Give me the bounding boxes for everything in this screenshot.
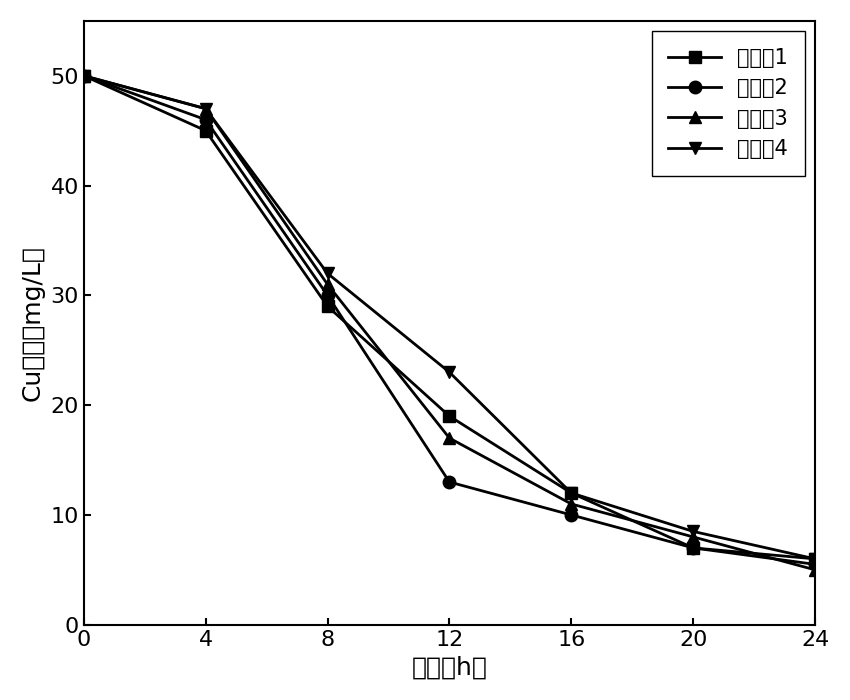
实施例2: [79, 71, 89, 80]
实施例1: [688, 544, 698, 552]
实施例1: [322, 302, 332, 311]
实施例2: [810, 560, 820, 568]
实施例4: [688, 527, 698, 536]
实施例4: [322, 270, 332, 278]
实施例3: [566, 500, 576, 508]
Line: 实施例2: 实施例2: [77, 69, 821, 570]
实施例2: [688, 544, 698, 552]
Line: 实施例3: 实施例3: [77, 69, 821, 576]
Line: 实施例1: 实施例1: [77, 69, 821, 565]
实施例1: [445, 412, 455, 420]
实施例4: [201, 104, 211, 113]
实施例1: [79, 71, 89, 80]
实施例4: [566, 489, 576, 497]
Y-axis label: Cu浓度（mg/L）: Cu浓度（mg/L）: [21, 245, 45, 400]
实施例3: [79, 71, 89, 80]
实施例4: [79, 71, 89, 80]
实施例3: [688, 533, 698, 541]
实施例1: [201, 127, 211, 135]
实施例3: [810, 566, 820, 574]
Legend: 实施例1, 实施例2, 实施例3, 实施例4: 实施例1, 实施例2, 实施例3, 实施例4: [652, 32, 805, 176]
实施例3: [445, 434, 455, 442]
实施例1: [566, 489, 576, 497]
实施例1: [810, 554, 820, 563]
Line: 实施例4: 实施例4: [77, 69, 821, 565]
实施例2: [445, 478, 455, 486]
实施例2: [322, 291, 332, 300]
X-axis label: 时间（h）: 时间（h）: [411, 655, 487, 679]
实施例4: [810, 554, 820, 563]
实施例4: [445, 368, 455, 377]
实施例3: [322, 280, 332, 288]
实施例2: [201, 116, 211, 124]
实施例3: [201, 104, 211, 113]
实施例2: [566, 511, 576, 519]
